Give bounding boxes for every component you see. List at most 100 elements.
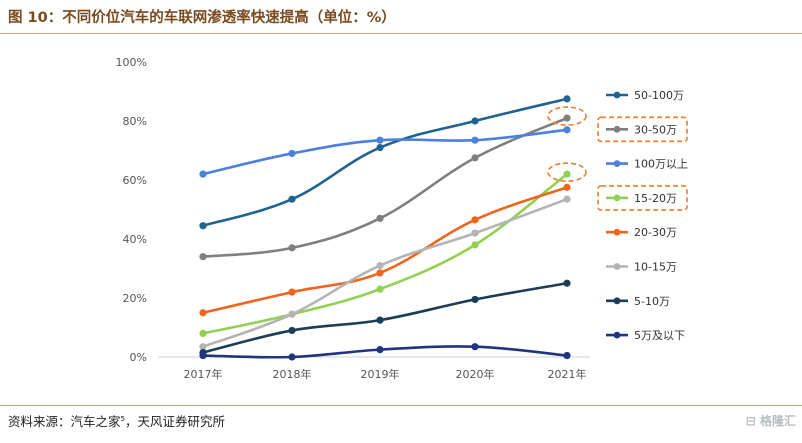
legend-label: 5-10万 xyxy=(634,295,670,308)
legend-swatch-marker xyxy=(613,194,621,202)
series-line xyxy=(202,197,568,348)
data-point xyxy=(376,136,384,144)
legend-item: 100万以上 xyxy=(606,158,688,171)
x-tick-label: 2021年 xyxy=(548,367,587,381)
legend-swatch-marker xyxy=(613,331,621,339)
source-note: 资料来源：汽车之家5，天风证券研究所 xyxy=(8,411,225,430)
data-point xyxy=(199,309,207,317)
data-point xyxy=(199,253,207,261)
legend-item: 30-50万 xyxy=(597,116,688,143)
data-point xyxy=(376,143,384,152)
data-point xyxy=(288,244,296,252)
series-line xyxy=(202,345,568,359)
legend-label: 30-50万 xyxy=(634,123,677,136)
data-point xyxy=(288,326,296,335)
data-point xyxy=(376,285,384,293)
series-line xyxy=(202,281,568,354)
series-line xyxy=(202,97,568,227)
data-point xyxy=(563,183,571,191)
series-50-100万 xyxy=(199,95,571,230)
series-line xyxy=(202,128,568,176)
legend-swatch-marker xyxy=(613,263,621,270)
legend-item: 50-100万 xyxy=(606,89,684,102)
highlight-ellipse xyxy=(547,162,587,182)
data-point xyxy=(471,295,479,304)
data-point xyxy=(199,170,207,178)
data-point xyxy=(199,343,207,351)
data-point xyxy=(563,114,571,122)
legend-highlight-box xyxy=(597,185,688,211)
data-point xyxy=(288,149,296,158)
watermark-text: 格隆汇 xyxy=(759,414,796,428)
legend-label: 15-20万 xyxy=(634,192,677,205)
data-point xyxy=(563,279,571,287)
source-text: 资料来源：汽车之家 xyxy=(8,414,121,429)
data-point xyxy=(199,351,207,360)
data-point xyxy=(199,222,207,230)
data-point xyxy=(288,353,296,361)
data-point xyxy=(471,229,479,237)
figure-title: 图 10：不同价位汽车的车联网渗透率快速提高（单位：%） xyxy=(8,10,396,26)
data-point xyxy=(471,136,479,144)
y-tick-label: 100% xyxy=(116,56,147,69)
data-point xyxy=(376,269,384,277)
series-5万及以下 xyxy=(199,343,571,361)
series-line xyxy=(202,186,568,315)
source-divider xyxy=(0,405,802,406)
legend-label: 20-30万 xyxy=(634,226,677,239)
watermark-logo: ⊟ 格隆汇 xyxy=(745,414,796,428)
data-point xyxy=(471,343,479,351)
legend-label: 100万以上 xyxy=(634,158,688,171)
data-point xyxy=(563,351,571,360)
x-tick-label: 2020年 xyxy=(456,367,495,381)
legend-swatch-marker xyxy=(613,160,621,168)
series-30-50万 xyxy=(199,114,571,261)
highlight-ellipse xyxy=(547,106,587,126)
x-tick-label: 2018年 xyxy=(273,367,312,381)
data-point xyxy=(288,288,296,296)
data-point xyxy=(376,346,384,354)
data-point xyxy=(288,310,296,318)
x-tick-label: 2017年 xyxy=(184,367,223,381)
y-tick-label: 40% xyxy=(123,233,147,246)
data-point xyxy=(199,329,207,337)
y-tick-label: 20% xyxy=(123,292,147,305)
y-tick-label: 60% xyxy=(123,174,147,187)
legend-swatch-marker xyxy=(613,91,621,99)
data-point xyxy=(288,195,296,203)
legend-item: 5万及以下 xyxy=(606,329,685,342)
data-point xyxy=(471,216,479,224)
legend-label: 5万及以下 xyxy=(634,329,685,342)
source-sup: 5 xyxy=(120,414,125,423)
data-point xyxy=(376,316,384,324)
legend-swatch-marker xyxy=(613,228,621,236)
legend-item: 15-20万 xyxy=(597,185,688,211)
y-axis-labels: 0% 20% 40% 60% 80% 100% xyxy=(116,56,147,364)
legend-label: 10-15万 xyxy=(634,261,677,274)
data-point xyxy=(563,126,571,134)
data-point xyxy=(563,195,571,203)
legend-item: 5-10万 xyxy=(606,295,670,308)
legend-label: 50-100万 xyxy=(634,89,684,102)
data-point xyxy=(471,154,479,162)
data-point xyxy=(563,170,571,178)
title-divider xyxy=(0,33,802,34)
source-tail: ，天风证券研究所 xyxy=(124,414,225,429)
data-point xyxy=(563,95,571,103)
series-lines xyxy=(199,95,571,361)
y-tick-label: 80% xyxy=(123,115,147,128)
highlight-ellipses xyxy=(547,106,587,182)
legend-swatch-marker xyxy=(613,297,621,305)
legend-swatch-marker xyxy=(613,125,621,133)
x-tick-label: 2019年 xyxy=(361,367,400,381)
legend-item: 10-15万 xyxy=(606,261,677,274)
series-10-15万 xyxy=(199,195,571,351)
series-20-30万 xyxy=(199,183,571,317)
data-point xyxy=(376,214,384,222)
chart: 0% 20% 40% 60% 80% 100% 2017年 2018年 2019年 2020年 2… xyxy=(116,56,688,381)
data-point xyxy=(471,241,479,249)
y-tick-label: 0% xyxy=(130,351,147,364)
legend-item: 20-30万 xyxy=(606,226,677,239)
legend-highlight-box xyxy=(597,116,688,143)
series-100万以上 xyxy=(199,126,571,178)
